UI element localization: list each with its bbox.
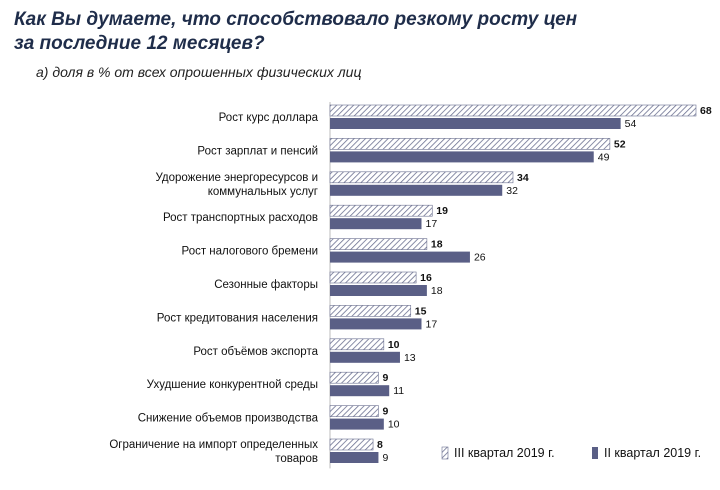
chart-title-line-2: за последние 12 месяцев?: [14, 33, 265, 54]
plot-area: Рост курс доллара 68 54 Рост зарплат и пенс…: [109, 102, 712, 469]
bar-q3-2019: [329, 171, 514, 184]
category-label-line: Снижение объемов производства: [138, 413, 319, 425]
category-label: Снижение объемов производства: [138, 413, 319, 425]
value-label-q2-2019: 49: [598, 151, 610, 163]
value-label-q3-2019: 18: [431, 239, 443, 251]
value-label-q2-2019: 18: [431, 285, 443, 297]
value-label-q3-2019: 9: [382, 372, 388, 384]
value-label-q2-2019: 11: [393, 385, 404, 397]
chart-subtitle: а) доля в % от всех опрошенных физически…: [36, 64, 362, 80]
category-label: Удорожение энергоресурсов и коммунальных …: [155, 172, 318, 198]
bar-q3-2019: [329, 204, 433, 217]
legend-label: II квартал 2019 г.: [604, 446, 701, 460]
category-label: Рост курс доллара: [219, 112, 319, 124]
bar-q2-2019: [330, 452, 379, 463]
category-label-line: коммунальных услуг: [208, 186, 318, 198]
legend-swatch: [592, 447, 598, 459]
value-label-q2-2019: 17: [426, 218, 438, 230]
value-label-q3-2019: 8: [377, 439, 383, 451]
category-label: Ограничение на импорт определенных товаро…: [109, 439, 318, 465]
bar-q2-2019: [330, 285, 427, 296]
category-label-line: Ограничение на импорт определенных: [109, 439, 318, 451]
bar-q2-2019: [330, 151, 594, 163]
category-label-line: Ухудшение конкурентной среды: [147, 379, 318, 391]
bar-q2-2019: [330, 218, 422, 230]
bar-q3-2019: [329, 305, 412, 317]
legend-label: III квартал 2019 г.: [454, 446, 555, 460]
value-label-q3-2019: 16: [420, 272, 432, 284]
category-label: Рост кредитования населения: [157, 312, 318, 324]
bar-q2-2019: [330, 351, 400, 363]
category-label-line: Рост налогового бремени: [182, 246, 318, 258]
category-label: Рост объёмов экспорта: [193, 346, 318, 358]
value-label-q2-2019: 26: [474, 252, 486, 264]
value-label-q3-2019: 15: [415, 305, 427, 317]
bar-q3-2019: [329, 438, 374, 451]
value-label-q2-2019: 13: [404, 352, 416, 364]
category-label: Рост транспортных расходов: [163, 212, 318, 224]
bar-q3-2019: [329, 271, 417, 284]
value-label-q3-2019: 34: [517, 172, 529, 184]
bar-q2-2019: [330, 251, 470, 263]
value-label-q3-2019: 19: [436, 205, 448, 217]
category-label: Рост налогового бремени: [182, 246, 318, 258]
chart-title-line-1: Как Вы думаете, что способствовало резко…: [14, 9, 578, 30]
value-label-q2-2019: 54: [625, 118, 637, 130]
value-label-q3-2019: 68: [700, 105, 712, 117]
value-label-q2-2019: 17: [426, 318, 438, 330]
category-label: Рост зарплат и пенсий: [197, 145, 318, 157]
bar-q3-2019: [329, 138, 611, 150]
category-label-line: Удорожение энергоресурсов и: [155, 172, 318, 184]
category-label-line: товаров: [275, 453, 318, 465]
value-label-q3-2019: 10: [388, 339, 400, 351]
legend-swatch: [441, 446, 449, 460]
bar-q2-2019: [330, 318, 422, 330]
value-label-q3-2019: 52: [614, 138, 626, 150]
bar-q3-2019: [329, 238, 428, 250]
value-label-q2-2019: 9: [382, 452, 388, 464]
bar-q3-2019: [329, 371, 379, 384]
category-label-line: Рост транспортных расходов: [163, 212, 318, 224]
bar-q2-2019: [330, 418, 384, 430]
category-label-line: Рост объёмов экспорта: [193, 346, 318, 358]
category-label-line: Рост курс доллара: [219, 112, 319, 124]
bar-q3-2019: [329, 104, 697, 117]
category-label: Ухудшение конкурентной среды: [147, 379, 318, 391]
category-label-line: Рост зарплат и пенсий: [197, 145, 318, 157]
value-label-q2-2019: 32: [506, 185, 518, 197]
value-label-q2-2019: 10: [388, 419, 400, 431]
category-label-line: Сезонные факторы: [214, 279, 318, 291]
value-label-q3-2019: 9: [382, 406, 388, 418]
category-label-line: Рост кредитования населения: [157, 312, 318, 324]
bar-q2-2019: [330, 118, 621, 129]
legend: III квартал 2019 г. II квартал 2019 г.: [441, 446, 701, 460]
bar-q3-2019: [329, 405, 379, 417]
bar-q2-2019: [330, 184, 503, 196]
chart-title: Как Вы думаете, что способствовало резко…: [14, 8, 704, 56]
category-label: Сезонные факторы: [214, 279, 318, 291]
bar-q3-2019: [329, 338, 385, 351]
bar-q2-2019: [330, 385, 390, 397]
